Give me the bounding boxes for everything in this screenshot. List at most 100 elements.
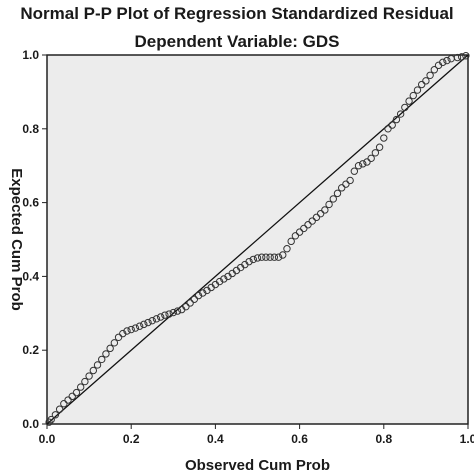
data-point [72,388,81,397]
data-point [266,253,274,261]
data-point [304,221,312,229]
data-point [375,143,384,151]
y-tick-label: 0.4 [22,269,39,283]
x-tick-label: 0.8 [375,432,392,446]
data-point [81,377,89,386]
data-point [258,253,266,261]
data-point [55,405,64,413]
data-point [106,344,114,353]
x-tick-label: 0.0 [39,432,56,446]
data-point [333,189,342,198]
data-point [439,58,447,67]
data-point [93,361,102,369]
data-point [85,372,93,380]
chart-title: Normal P-P Plot of Regression Standardiz… [20,4,454,23]
data-point [169,308,178,317]
chart-subtitle: Dependent Variable: GDS [134,32,340,51]
y-tick-label: 0.0 [22,417,39,431]
data-point [350,167,359,175]
x-tick-label: 1.0 [460,432,474,446]
data-point [249,255,257,264]
data-point [430,66,439,74]
data-point [245,257,253,266]
x-tick-label: 0.4 [207,432,224,446]
data-point [127,325,135,334]
data-point [342,180,350,188]
data-point [156,313,165,321]
data-point [152,315,161,323]
data-point [76,383,85,391]
data-point [98,355,106,364]
data-point [325,200,333,209]
data-point [287,237,295,246]
data-point [135,322,144,330]
data-point [413,86,422,94]
data-point [354,162,363,170]
y-tick-label: 0.8 [22,122,39,136]
data-point [114,333,123,341]
data-point [359,160,367,168]
data-point [123,327,131,335]
data-point [161,311,169,319]
data-point [165,310,173,318]
data-point [401,103,409,112]
data-point [110,339,119,347]
data-point [300,224,308,233]
y-tick-label: 0.6 [22,196,39,210]
x-tick-label: 0.2 [123,432,140,446]
data-point [321,206,329,214]
data-point [64,396,72,404]
data-point [396,110,405,118]
data-point [89,366,98,375]
data-point [291,232,300,240]
data-point [274,253,283,261]
data-point [60,400,68,408]
data-point [422,77,430,85]
data-point [417,80,426,89]
data-point [462,52,470,60]
data-point [384,125,392,133]
data-point [457,53,466,61]
x-axis-title: Observed Cum Prob [185,457,330,474]
data-point [453,53,462,62]
data-point [426,71,434,79]
data-point [102,350,110,358]
data-point [346,176,354,185]
data-point [388,121,396,129]
data-point [316,209,325,218]
data-point [329,195,337,203]
data-point [173,307,182,315]
y-tick-label: 0.2 [22,343,39,357]
data-point [380,134,388,142]
data-point [367,154,375,163]
data-point [308,217,316,225]
data-point [270,253,279,261]
data-point [140,320,148,329]
data-point [148,316,156,325]
data-point [392,115,401,124]
y-tick-label: 1.0 [22,48,39,62]
data-point [405,97,413,105]
data-point [363,158,371,166]
data-point [190,295,199,303]
data-point [443,56,451,65]
data-point [182,302,190,311]
data-point [144,318,152,327]
data-point [262,253,270,261]
y-axis-title: Expected Cum Prob [8,168,25,311]
data-point [47,415,55,424]
data-point [409,91,417,100]
data-point [283,245,291,253]
data-point [253,254,262,262]
data-point [371,149,380,157]
data-point [279,251,287,259]
x-tick-label: 0.6 [291,432,308,446]
data-point [131,324,140,332]
data-point [186,299,194,307]
data-point [68,392,76,401]
data-point [295,228,304,236]
data-point [312,213,321,222]
data-point [338,184,346,192]
data-point [51,411,60,419]
